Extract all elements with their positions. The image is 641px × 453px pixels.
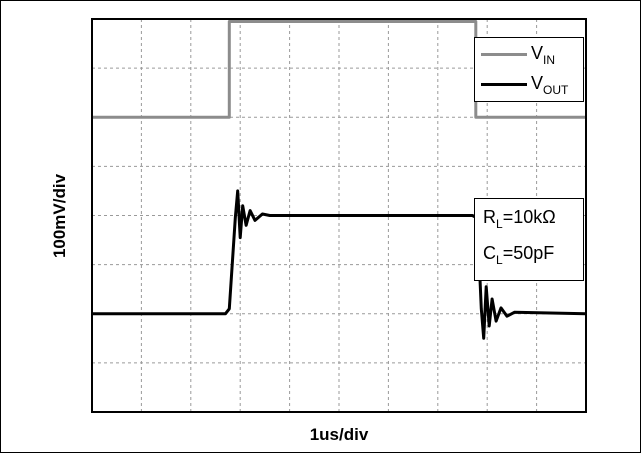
legend-entry-vin: VIN: [475, 41, 585, 67]
test-conditions-box: RL=10kΩ CL=50pF: [474, 198, 584, 281]
legend-entry-vout: VOUT: [475, 71, 585, 97]
series-line-vout: [92, 189, 587, 340]
legend-swatch-vout: [481, 83, 527, 86]
legend-label-vin: VIN: [531, 43, 556, 67]
legend: VIN VOUT: [474, 37, 584, 102]
load-capacitance-annotation: CL=50pF: [483, 243, 555, 267]
legend-label-vout: VOUT: [531, 73, 569, 97]
load-resistance-annotation: RL=10kΩ: [483, 207, 556, 231]
y-axis-label: 100mV/div: [50, 173, 69, 259]
plot-area-border: [91, 18, 587, 413]
legend-swatch-vin: [481, 53, 527, 56]
series-line-vin: [92, 20, 586, 119]
traces: [92, 20, 587, 340]
x-axis-label: 1us/div: [309, 425, 369, 444]
